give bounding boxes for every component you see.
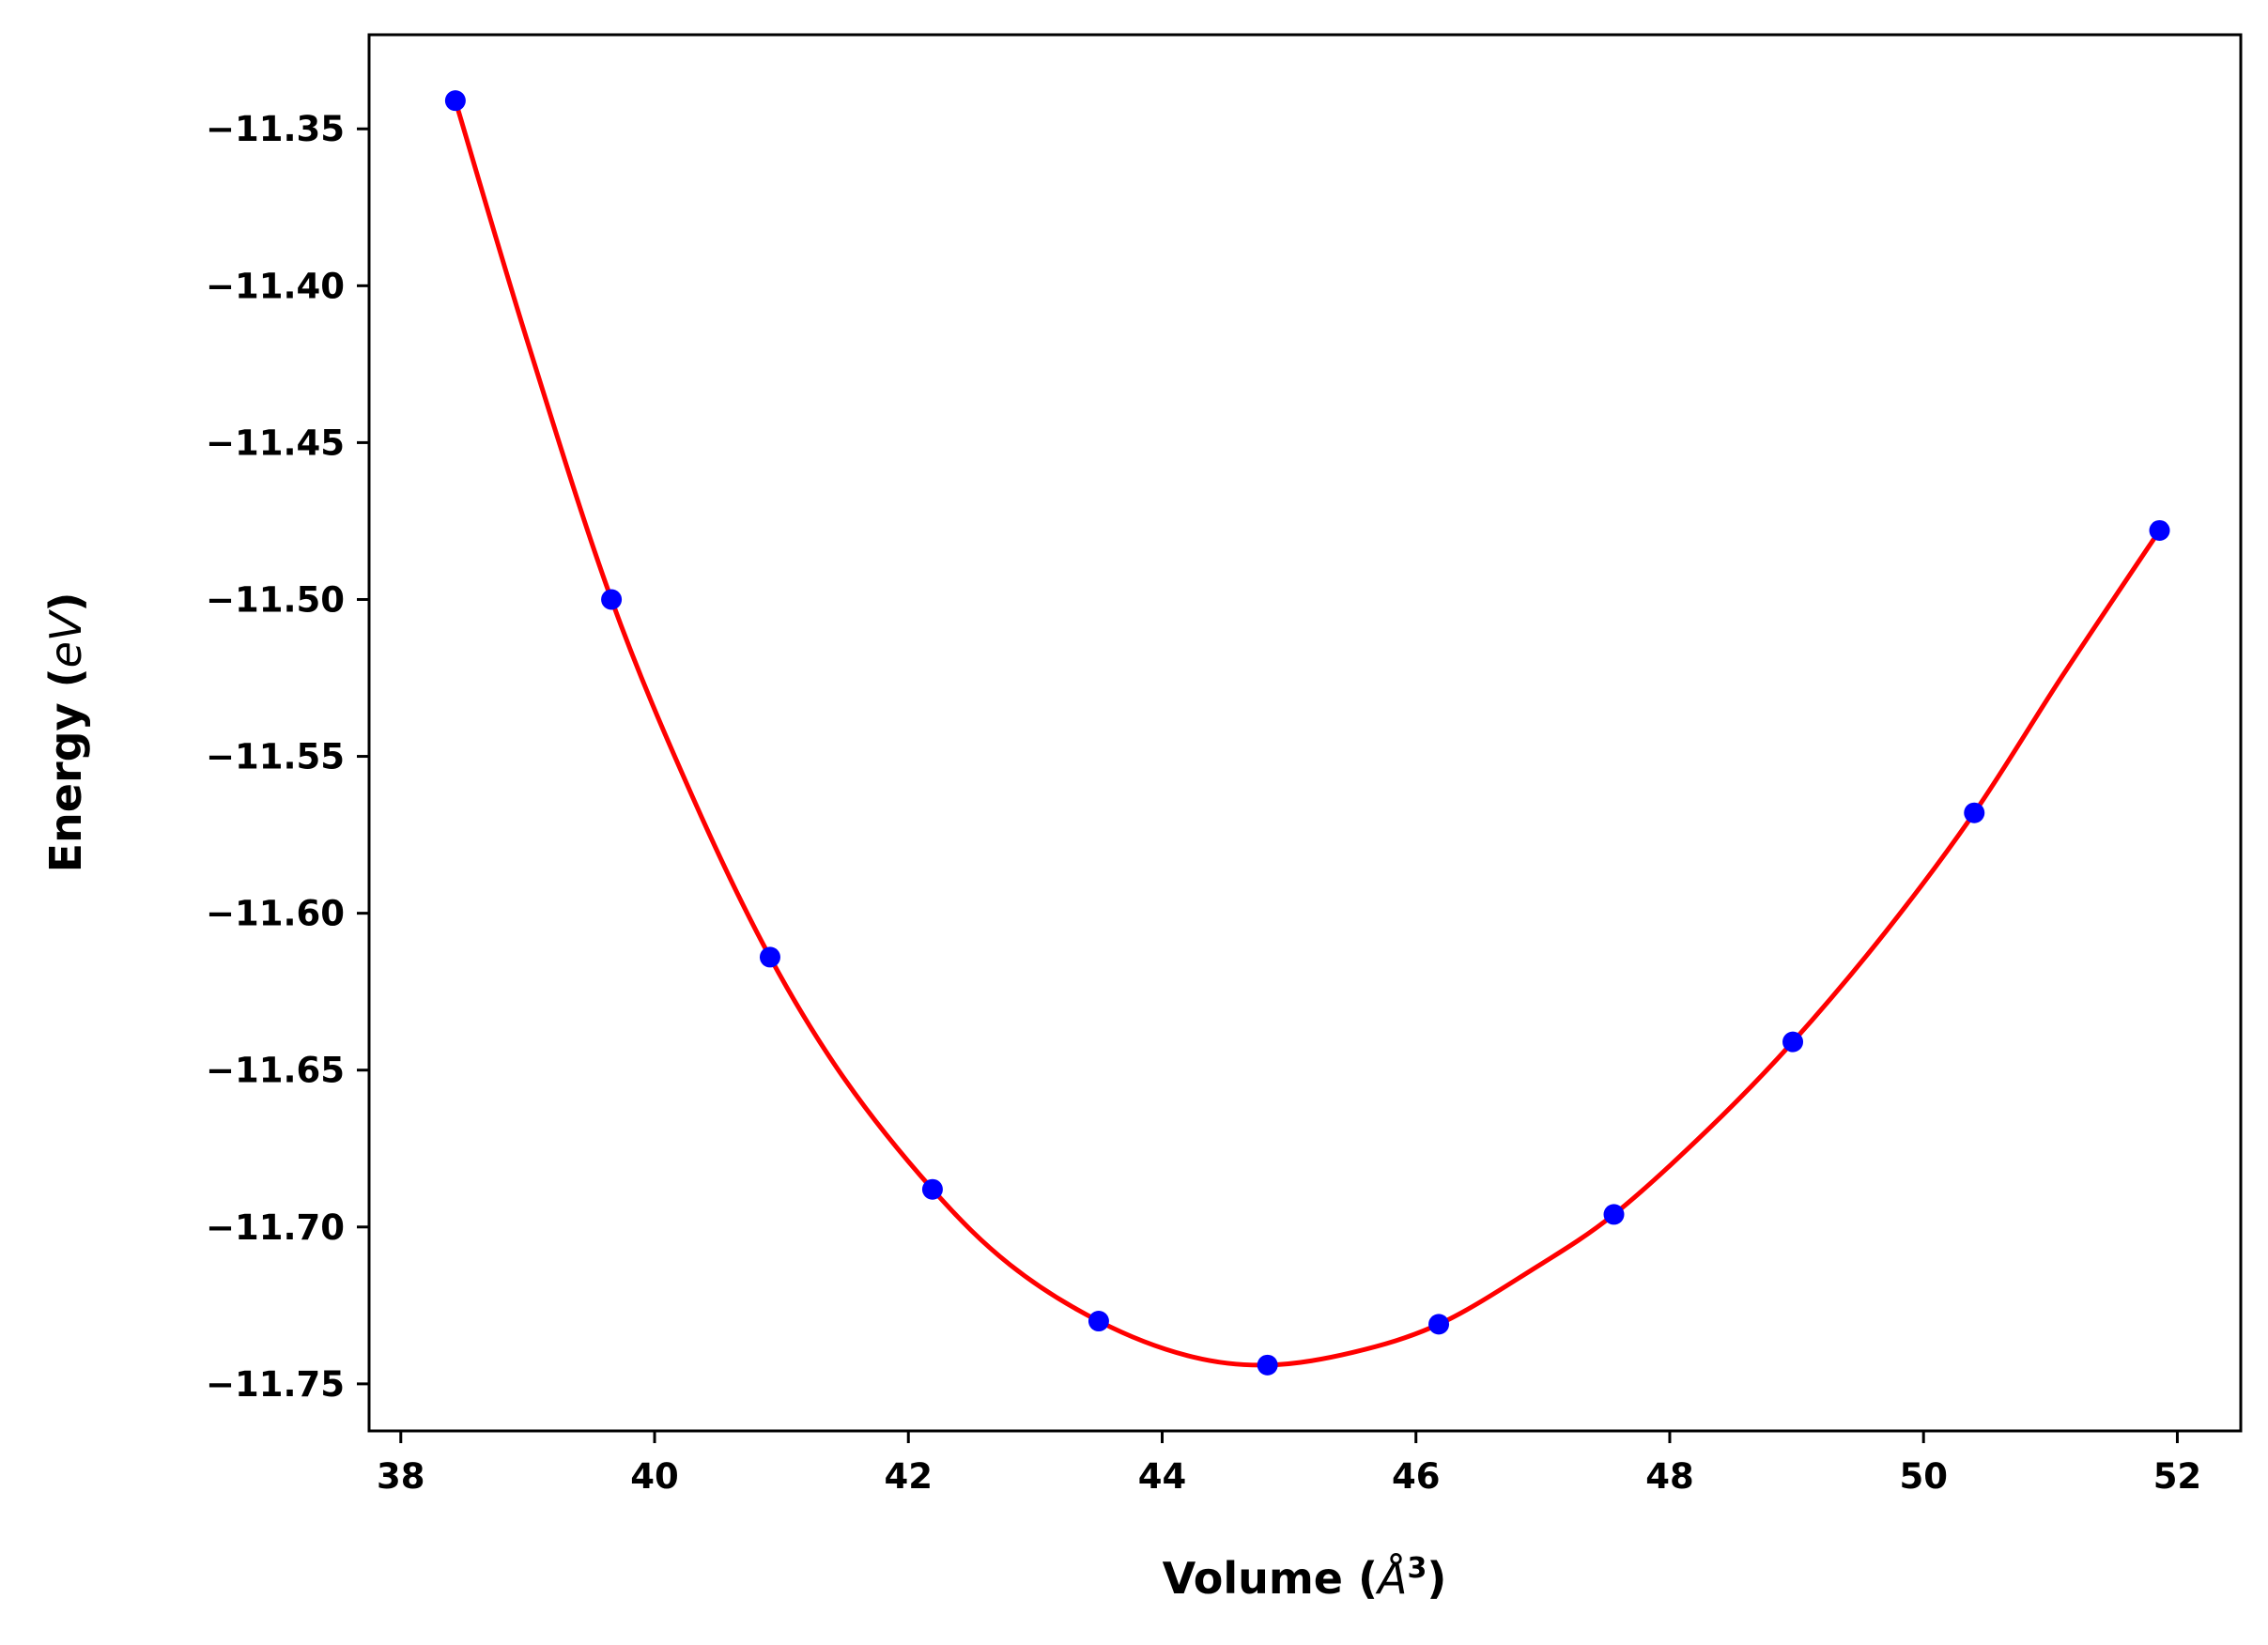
x-tick-label: 40 xyxy=(630,1456,679,1497)
data-point xyxy=(921,1178,943,1200)
data-point xyxy=(2149,519,2170,541)
data-point xyxy=(1603,1204,1625,1225)
data-point xyxy=(1964,802,1985,823)
fit-curve-line xyxy=(453,100,2162,1368)
plot-area xyxy=(444,90,2170,1376)
data-point xyxy=(759,946,780,968)
y-tick-label: −11.75 xyxy=(206,1364,345,1405)
y-tick-label: −11.40 xyxy=(206,266,345,306)
x-tick-label: 38 xyxy=(377,1456,425,1497)
data-point xyxy=(1257,1354,1278,1376)
x-tick-label: 50 xyxy=(1899,1456,1948,1497)
data-point xyxy=(601,589,623,610)
y-tick-label: −11.50 xyxy=(206,579,345,620)
x-tick-label: 48 xyxy=(1645,1456,1694,1497)
data-point xyxy=(1088,1311,1109,1332)
axis-ticks: 38 40 42 44 46 48 50 52 −11.35 −11.40 −11.45 −11.50… xyxy=(206,109,2201,1497)
y-tick-label: −11.55 xyxy=(206,737,345,777)
x-tick-label: 46 xyxy=(1392,1456,1441,1497)
y-tick-label: −11.60 xyxy=(206,894,345,934)
x-tick-label: 44 xyxy=(1138,1456,1187,1497)
y-axis-label: Energy (eV) xyxy=(40,592,91,873)
x-tick-label: 52 xyxy=(2153,1456,2202,1497)
data-point xyxy=(1428,1314,1450,1335)
data-point xyxy=(1782,1031,1804,1053)
y-tick-label: −11.65 xyxy=(206,1051,345,1091)
y-tick-label: −11.70 xyxy=(206,1207,345,1248)
x-axis-label: Volume (Å3) xyxy=(1163,1552,1447,1605)
y-tick-label: −11.35 xyxy=(206,109,345,149)
plot-frame xyxy=(367,33,2243,1433)
data-point xyxy=(444,90,466,112)
y-tick-label: −11.45 xyxy=(206,423,345,463)
x-tick-label: 42 xyxy=(885,1456,933,1497)
